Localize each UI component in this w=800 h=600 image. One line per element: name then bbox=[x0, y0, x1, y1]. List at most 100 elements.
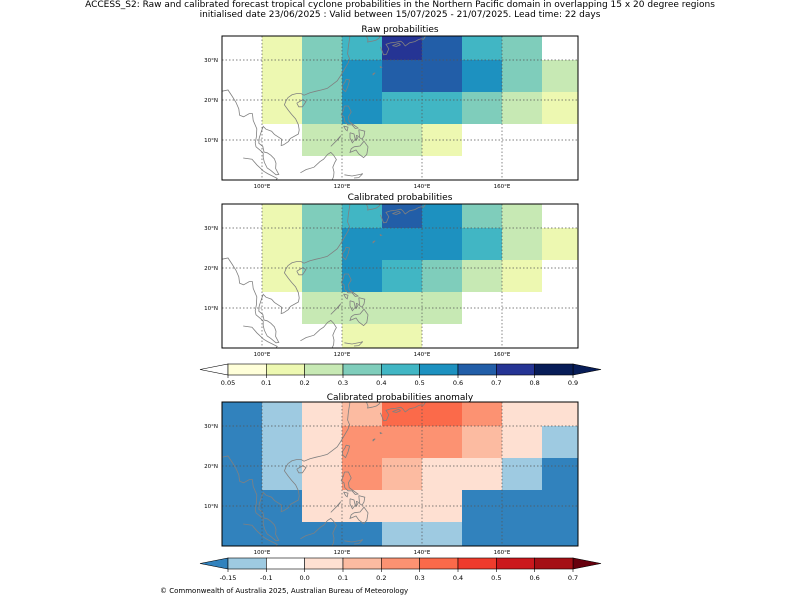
probability-cell bbox=[462, 60, 503, 93]
colorbar-over-extension bbox=[572, 363, 602, 376]
colorbar-tick-label: 0.7 bbox=[491, 379, 501, 387]
coastline bbox=[340, 471, 360, 495]
probability-cell bbox=[542, 228, 579, 261]
coastline bbox=[349, 300, 356, 312]
colorbar-tick-label: 0.4 bbox=[376, 379, 386, 387]
coastline bbox=[392, 408, 402, 413]
coastline bbox=[243, 523, 278, 547]
probability-cells bbox=[222, 36, 579, 181]
colorbar-swatch bbox=[534, 363, 574, 376]
probability-cell bbox=[422, 36, 463, 61]
map-frame bbox=[221, 35, 579, 181]
colorbar-tick-label: 0.2 bbox=[299, 379, 309, 387]
probability-cell bbox=[462, 458, 503, 491]
coastline bbox=[392, 42, 402, 47]
coastline bbox=[372, 72, 376, 76]
coastline bbox=[355, 500, 359, 507]
lat-tick-label: 20°N bbox=[204, 98, 218, 104]
probability-cell bbox=[222, 292, 263, 325]
coastline bbox=[344, 173, 364, 179]
coastline bbox=[380, 35, 426, 56]
lon-tick-label: 160°E bbox=[494, 550, 511, 556]
probability-cell bbox=[222, 204, 263, 229]
coastlines bbox=[221, 203, 426, 349]
probability-cell bbox=[302, 124, 343, 157]
probability-cell bbox=[222, 156, 263, 181]
probability-cell bbox=[462, 156, 503, 181]
coastlines bbox=[221, 401, 426, 547]
probability-cell bbox=[542, 36, 579, 61]
colorbar-swatch bbox=[304, 557, 344, 570]
map-panel-3: Calibrated probabilities anomaly 100°E 120… bbox=[204, 393, 579, 556]
probability-cell bbox=[342, 522, 383, 547]
probability-cell bbox=[422, 60, 463, 93]
coastline bbox=[379, 66, 383, 69]
probability-cell bbox=[222, 522, 263, 547]
probability-cell bbox=[542, 156, 579, 181]
colorbar-tick-label: -0.15 bbox=[220, 574, 237, 582]
gridlines bbox=[222, 36, 578, 180]
probability-cell bbox=[422, 92, 463, 125]
map-frame bbox=[221, 401, 579, 547]
lon-tick-label: 100°E bbox=[254, 352, 271, 358]
lat-tick-label: 10°N bbox=[204, 138, 218, 144]
probability-cell bbox=[342, 156, 383, 181]
colorbar-swatch bbox=[227, 363, 267, 376]
coastline bbox=[296, 465, 307, 474]
coastline bbox=[243, 157, 278, 181]
coastline bbox=[243, 325, 278, 349]
probability-cell bbox=[382, 92, 423, 125]
probability-cell bbox=[382, 260, 423, 293]
coastline bbox=[366, 401, 381, 409]
probability-cell bbox=[302, 92, 343, 125]
colorbar-tick-label: 0.5 bbox=[414, 379, 424, 387]
coastline bbox=[355, 302, 359, 309]
lon-tick-label: 100°E bbox=[254, 184, 271, 190]
probability-cell bbox=[222, 92, 263, 125]
probability-cell bbox=[222, 490, 263, 523]
coastline bbox=[344, 539, 364, 545]
coastline bbox=[330, 501, 342, 513]
colorbar-tick-label: 0.05 bbox=[221, 379, 235, 387]
probability-cell bbox=[382, 228, 423, 261]
colorbar-under-extension bbox=[199, 363, 229, 376]
probability-cell bbox=[422, 124, 463, 157]
probability-cell bbox=[382, 490, 423, 523]
probability-cell bbox=[502, 60, 543, 93]
probability-cell bbox=[502, 228, 543, 261]
coastline bbox=[372, 438, 376, 442]
lon-tick-label: 140°E bbox=[414, 550, 431, 556]
probability-cell bbox=[462, 324, 503, 349]
coastline bbox=[355, 134, 359, 141]
lat-tick-label: 30°N bbox=[204, 424, 218, 430]
map-panel-1: Raw probabilities 100°E 120°E 140°E 160°E 10°… bbox=[204, 25, 579, 190]
colorbar-swatch bbox=[381, 557, 420, 570]
coastline bbox=[380, 203, 426, 224]
colorbar-tick-label: 0.5 bbox=[491, 574, 501, 582]
probability-cell bbox=[262, 156, 303, 181]
colorbar-tick-label: 0.1 bbox=[261, 379, 271, 387]
colorbar-tick-label: -0.1 bbox=[260, 574, 273, 582]
coastline bbox=[340, 105, 360, 129]
coastline bbox=[221, 401, 351, 542]
lon-tick-label: 160°E bbox=[494, 184, 511, 190]
probability-cell bbox=[222, 36, 263, 61]
probability-cell bbox=[382, 458, 423, 491]
probability-cell bbox=[302, 490, 343, 523]
probability-cell bbox=[502, 458, 543, 491]
probability-cell bbox=[462, 426, 503, 459]
probability-cell bbox=[302, 60, 343, 93]
lon-tick-label: 120°E bbox=[334, 550, 351, 556]
probability-cell bbox=[382, 324, 423, 349]
colorbar-2: -0.15 -0.1 0.0 0.1 0.2 0.3 0.4 0.5 0.6 0.7 bbox=[199, 557, 602, 582]
probability-cell bbox=[502, 124, 543, 157]
probability-cell bbox=[222, 60, 263, 93]
probability-cell bbox=[262, 60, 303, 93]
probability-cells bbox=[222, 402, 579, 547]
coastline bbox=[392, 210, 402, 215]
probability-cell bbox=[422, 156, 463, 181]
probability-cell bbox=[342, 458, 383, 491]
lat-tick-label: 30°N bbox=[204, 226, 218, 232]
probability-cell bbox=[302, 260, 343, 293]
probability-cell bbox=[222, 228, 263, 261]
